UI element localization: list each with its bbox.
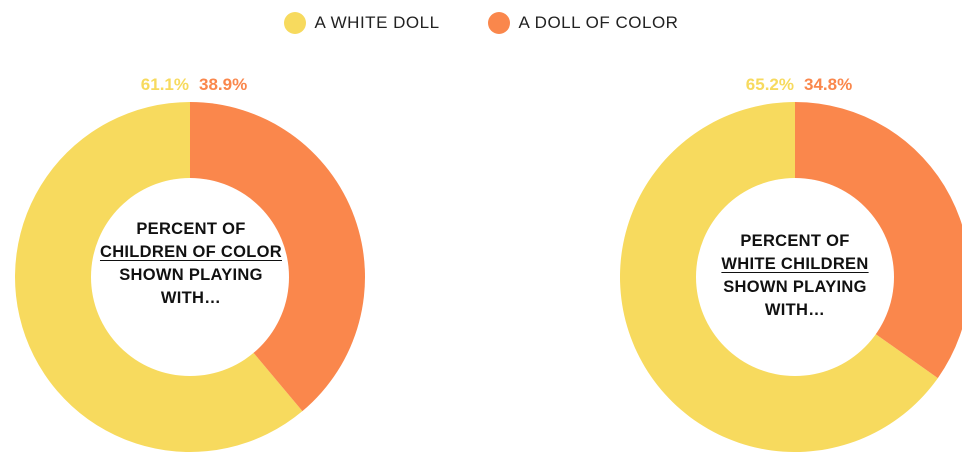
legend-swatch-doll-of-color [487, 12, 510, 34]
legend-label-doll-of-color: A DOLL OF COLOR [518, 13, 679, 32]
value-label-doll-of-color-children-of-color: 38.9% [199, 75, 247, 94]
center-label-pre: PERCENT OF [740, 232, 850, 250]
center-label-children-of-color: PERCENT OF CHILDREN OF COLOR SHOWN PLAYI… [96, 218, 286, 310]
center-label-post: SHOWN PLAYING WITH… [119, 266, 263, 307]
center-label-white-children: PERCENT OF WHITE CHILDREN SHOWN PLAYING … [700, 230, 890, 322]
center-label-post: SHOWN PLAYING WITH… [723, 278, 867, 319]
legend-label-white-doll: A WHITE DOLL [314, 13, 440, 32]
donut-chart-white-children: 65.2% 34.8% [620, 75, 962, 452]
legend-swatch-white-doll [283, 12, 306, 34]
value-label-white-doll-white-children: 65.2% [746, 75, 794, 94]
donut-chart-children-of-color: 61.1% 38.9% [14, 75, 365, 453]
value-label-doll-of-color-white-children: 34.8% [804, 75, 852, 94]
legend: A WHITE DOLL A DOLL OF COLOR [0, 8, 962, 38]
center-label-emph: WHITE CHILDREN [721, 255, 869, 273]
donut-hole-white-children [696, 178, 894, 376]
value-label-white-doll-children-of-color: 61.1% [141, 75, 189, 94]
legend-item-white-doll: A WHITE DOLL [283, 12, 440, 34]
donut-hole-children-of-color [91, 178, 289, 376]
center-label-pre: PERCENT OF [136, 220, 246, 238]
legend-item-doll-of-color: A DOLL OF COLOR [487, 12, 679, 34]
center-label-emph: CHILDREN OF COLOR [99, 243, 282, 261]
